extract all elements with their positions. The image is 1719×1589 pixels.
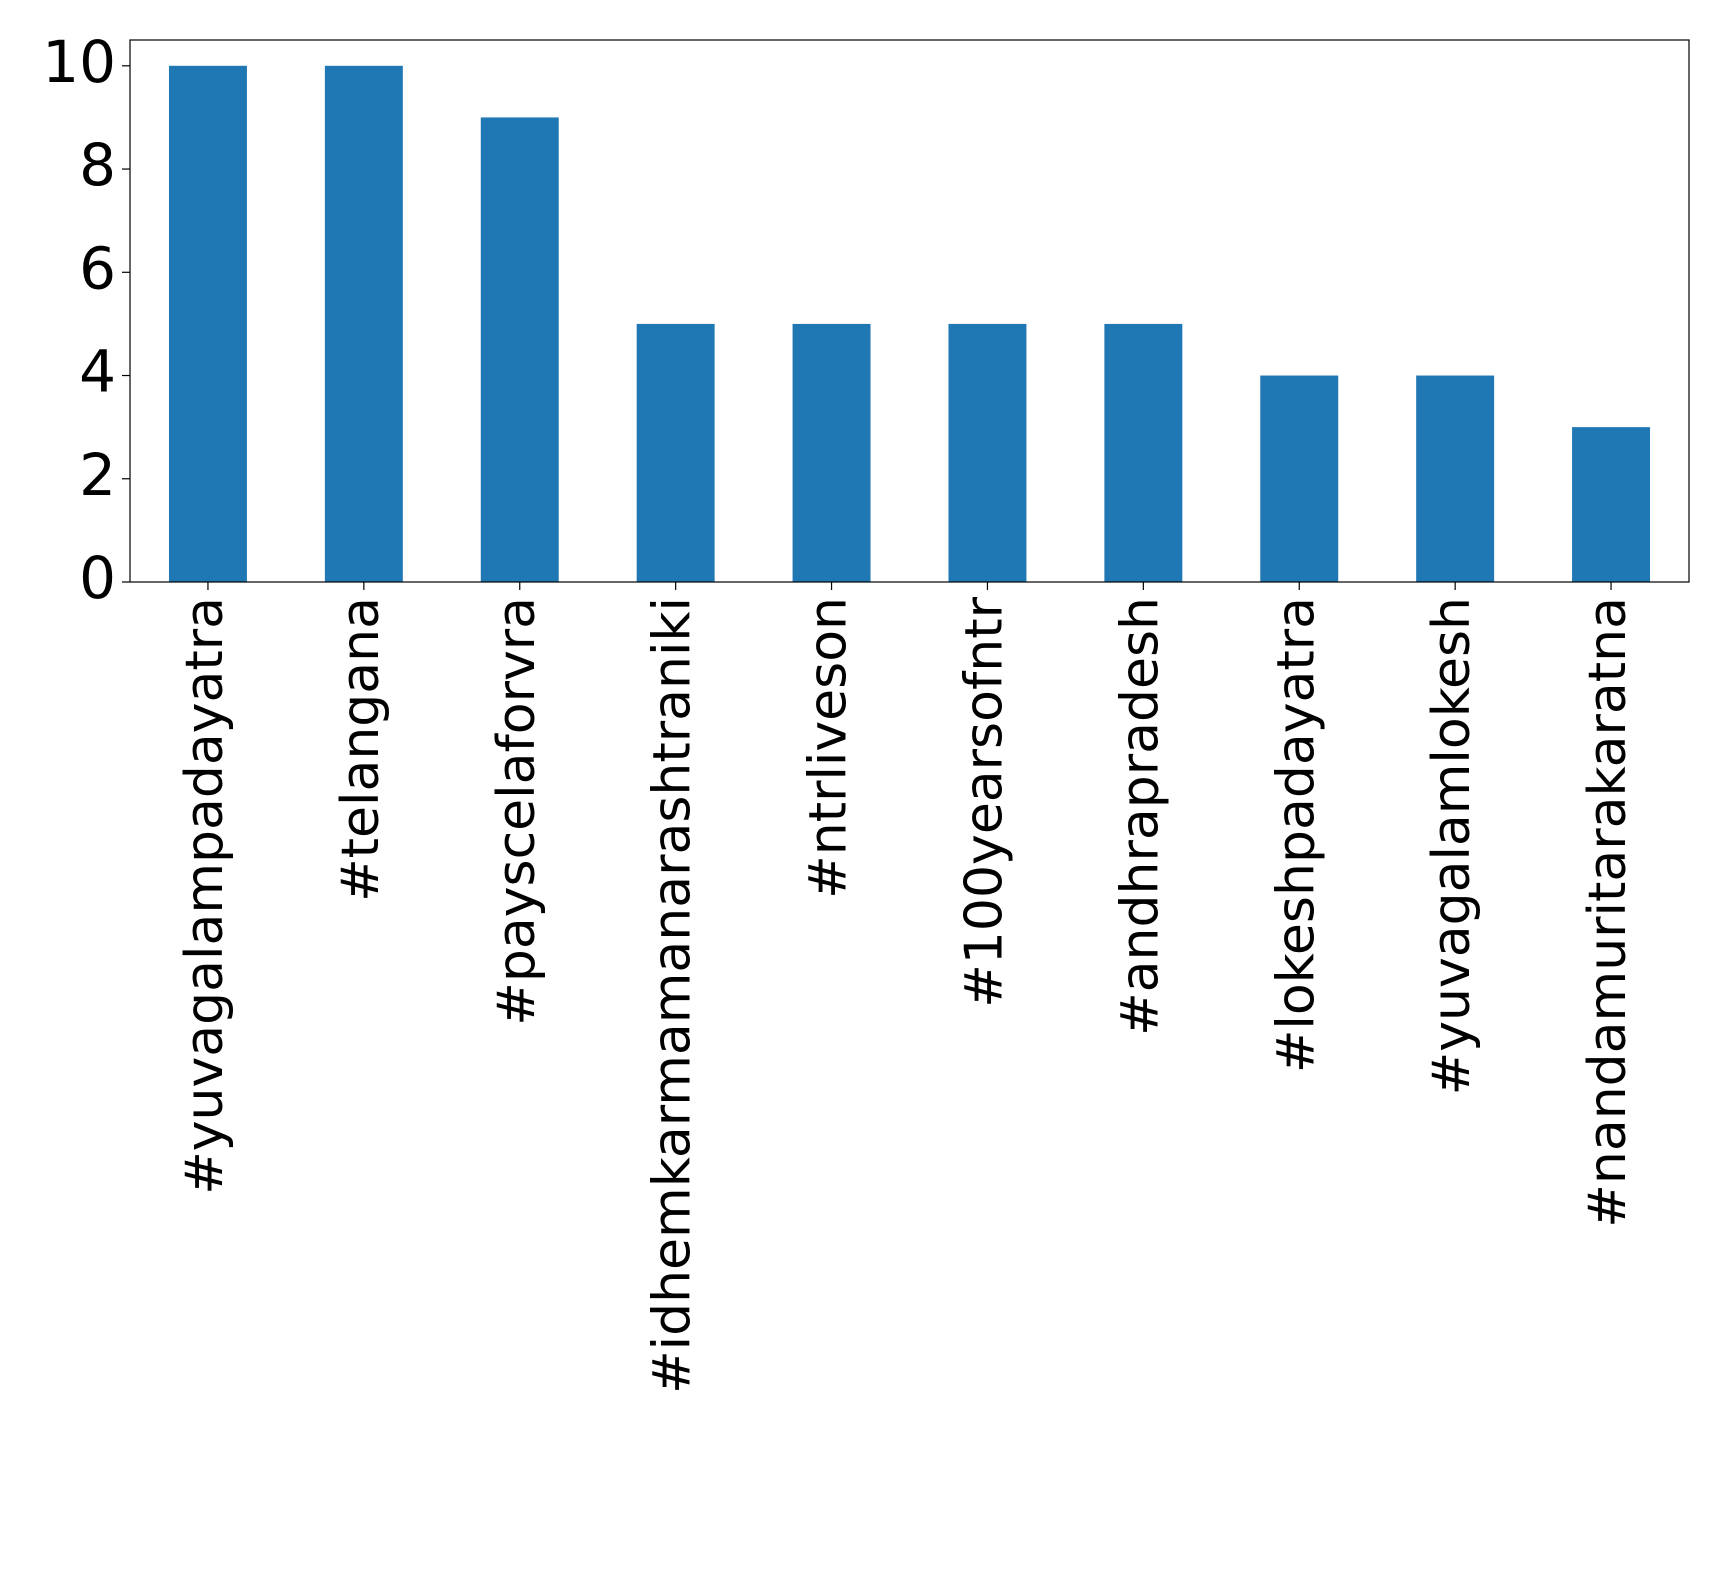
x-tick-label: #telangana	[331, 597, 391, 902]
y-axis: 0 2 4 6 8 10	[42, 28, 130, 612]
bar-lokeshpadayatra	[1260, 375, 1339, 582]
bar-100yearsofntr	[948, 323, 1027, 582]
x-tick-label: #lokeshpadayatra	[1266, 597, 1326, 1073]
bar-andhrapradesh	[1104, 323, 1183, 582]
bar-payscelaforvra	[480, 117, 559, 582]
bar-nandamuritarakaratna	[1572, 427, 1651, 582]
bar-idhemkarmamanarashtraniki	[636, 323, 715, 582]
axes-frame	[129, 39, 1690, 583]
x-axis: #yuvagalampadayatra #telangana #payscelafo…	[175, 582, 1638, 1394]
x-tick-label: #yuvagalamlokesh	[1422, 597, 1482, 1095]
bars-layer	[168, 65, 1651, 583]
x-tick-label: #100yearsofntr	[954, 596, 1014, 1007]
y-tick-label: 2	[79, 441, 116, 509]
x-tick-label: #idhemkarmamanarashtraniki	[643, 597, 703, 1394]
y-tick-label: 10	[42, 28, 116, 96]
y-tick-label: 0	[79, 544, 116, 612]
bar-ntrliveson	[792, 323, 871, 582]
bar-yuvagalampadayatra	[168, 65, 247, 583]
bar-telangana	[324, 65, 403, 583]
y-tick-label: 4	[79, 338, 116, 406]
y-tick-label: 6	[79, 234, 116, 302]
x-tick-label: #yuvagalampadayatra	[175, 597, 235, 1195]
bar-yuvagalamlokesh	[1416, 375, 1495, 582]
x-tick-label: #ntrliveson	[799, 597, 859, 899]
x-tick-label: #andhrapradesh	[1110, 597, 1170, 1036]
x-tick-label: #payscelaforvra	[487, 597, 547, 1026]
x-tick-label: #nandamuritarakaratna	[1578, 597, 1638, 1228]
y-tick-label: 8	[79, 131, 116, 199]
